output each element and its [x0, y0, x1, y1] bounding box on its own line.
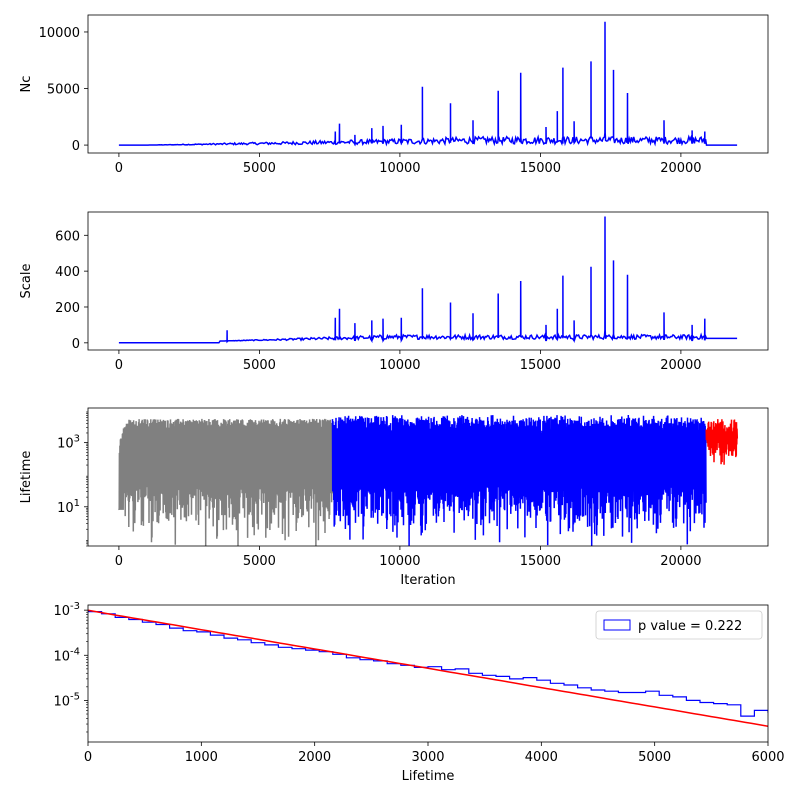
- x-tick-label: 5000: [243, 554, 276, 569]
- x-axis-label: Lifetime: [402, 769, 455, 784]
- y-tick-label: 10-4: [53, 646, 80, 664]
- x-tick-label: 20000: [660, 161, 701, 176]
- axes-frame: [87, 407, 769, 547]
- y-tick-label: 101: [57, 498, 80, 516]
- segment-1: [331, 414, 707, 546]
- y-axis-label: Lifetime: [19, 451, 34, 504]
- segment-0: [118, 418, 334, 546]
- series-lifetime-hist: [88, 609, 768, 727]
- line-scale: [118, 216, 738, 344]
- y-axis-label: Nc: [19, 76, 34, 93]
- y-tick-label: 0: [72, 337, 80, 352]
- legend: p value = 0.222: [595, 610, 763, 640]
- segment-2: [705, 419, 739, 465]
- x-tick-label: 5000: [243, 161, 276, 176]
- fit-line: [88, 609, 768, 727]
- y-tick-label: 600: [55, 229, 80, 244]
- axes-lifetime-hist: 0 1000 2000 3000 4000 5000 6000 10-5 10-4 10-3 Lif…: [53, 601, 784, 784]
- x-tick-label: 10000: [379, 554, 420, 569]
- x-tick-label: 6000: [751, 750, 784, 765]
- x-tick-label: 0: [84, 750, 92, 765]
- x-axis-label: Iteration: [400, 573, 455, 588]
- x-tick-label: 0: [115, 358, 123, 373]
- axes-frame: [87, 14, 769, 154]
- axes-frame: [87, 604, 769, 743]
- x-tick-label: 15000: [520, 554, 561, 569]
- x-tick-label: 15000: [520, 161, 561, 176]
- x-tick-label: 2000: [298, 750, 331, 765]
- y-tick-label: 0: [72, 139, 80, 154]
- histogram-steps: [88, 611, 768, 717]
- series-nc: [118, 21, 738, 147]
- y-tick-label: 5000: [47, 83, 80, 98]
- x-tick-label: 10000: [379, 161, 420, 176]
- axes-lifetime: 0 5000 10000 15000 20000 101 103 Lifetime Iterat…: [19, 407, 769, 588]
- series-scale: [118, 216, 738, 344]
- x-tick-label: 15000: [520, 358, 561, 373]
- x-tick-label: 20000: [660, 358, 701, 373]
- x-tick-label: 0: [115, 161, 123, 176]
- axes-scale: 0 5000 10000 15000 20000 0 200 400 600 Scale: [19, 211, 769, 373]
- x-tick-label: 10000: [379, 358, 420, 373]
- x-tick-label: 1000: [185, 750, 218, 765]
- axes-frame: [87, 211, 769, 351]
- y-axis-label: Scale: [19, 264, 34, 299]
- x-tick-label: 4000: [525, 750, 558, 765]
- y-tick-label: 400: [55, 265, 80, 280]
- y-tick-label: 10-3: [53, 601, 80, 619]
- legend-frame: [595, 610, 763, 640]
- x-tick-label: 3000: [411, 750, 444, 765]
- x-tick-label: 5000: [638, 750, 671, 765]
- y-tick-label: 10000: [39, 26, 80, 41]
- line-nc: [118, 21, 738, 147]
- x-tick-label: 0: [115, 554, 123, 569]
- legend-label: p value = 0.222: [638, 619, 742, 634]
- y-tick-label: 103: [57, 434, 80, 452]
- y-tick-label: 10-5: [53, 691, 80, 709]
- series-lifetime: [118, 414, 739, 546]
- x-tick-label: 5000: [243, 358, 276, 373]
- x-tick-label: 20000: [660, 554, 701, 569]
- y-tick-label: 200: [55, 301, 80, 316]
- axes-nc: 0 5000 10000 15000 20000 0 5000 10000 Nc: [19, 14, 769, 176]
- legend-swatch: [603, 619, 631, 631]
